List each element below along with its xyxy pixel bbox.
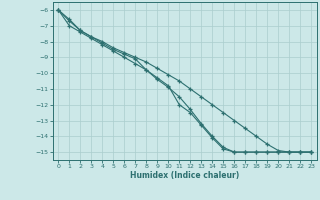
X-axis label: Humidex (Indice chaleur): Humidex (Indice chaleur) — [130, 171, 239, 180]
